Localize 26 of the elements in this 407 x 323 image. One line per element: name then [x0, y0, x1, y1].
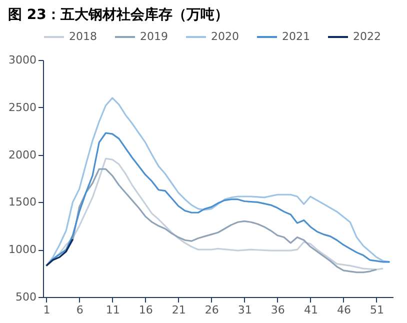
x-tick-label: 31 — [238, 304, 252, 316]
x-tick-label: 51 — [370, 304, 384, 316]
legend-label: 2020 — [211, 30, 239, 43]
y-tick-label: 1000 — [8, 243, 36, 256]
chart-title: 图 23：五大钢材社会库存（万吨） — [8, 6, 228, 23]
x-tick-label: 36 — [270, 304, 285, 316]
x-tick-label: 11 — [106, 304, 120, 316]
legend-label: 2022 — [353, 30, 381, 43]
y-tick-label: 3000 — [8, 54, 36, 66]
y-tick-label: 2000 — [8, 148, 36, 162]
line-series — [46, 238, 74, 267]
x-tick-label: 21 — [172, 304, 186, 316]
x-tick-label: 6 — [76, 304, 84, 316]
x-tick-label: 41 — [304, 304, 318, 316]
legend-label: 2019 — [140, 30, 168, 43]
y-tick-label: 500 — [16, 290, 36, 304]
x-tick-label: 16 — [138, 304, 153, 316]
x-tick-label: 26 — [204, 304, 219, 316]
y-tick-label: 1500 — [8, 196, 36, 209]
legend-label: 2021 — [282, 30, 310, 43]
x-tick-label: 1 — [43, 304, 50, 316]
x-tick-label: 46 — [336, 304, 351, 316]
y-tick-label: 2500 — [8, 100, 36, 114]
line-series — [46, 132, 390, 267]
line-series — [46, 97, 390, 267]
legend-label: 2018 — [69, 30, 97, 43]
